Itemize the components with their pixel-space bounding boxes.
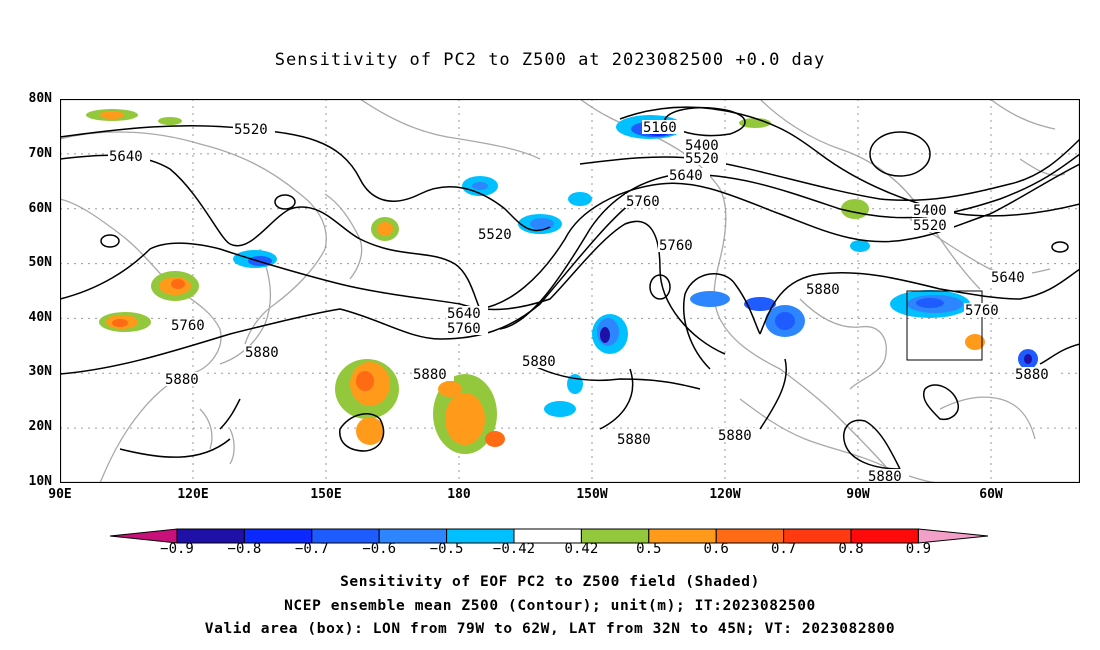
valid-area-box <box>906 290 983 361</box>
map-title: Sensitivity of PC2 to Z500 at 2023082500… <box>274 50 826 70</box>
contour-label: 5520 <box>234 122 268 138</box>
contour-label: 5880 <box>245 345 279 361</box>
contour-label: 5880 <box>522 354 556 370</box>
lat-label-70n: 70N <box>28 146 52 161</box>
lon-label-60w: 60W <box>979 487 1003 502</box>
colorbar-tick: 0.7 <box>770 541 797 557</box>
z500-contours <box>60 106 1080 470</box>
contour-label: 5520 <box>685 151 719 167</box>
caption-line-3: Valid area (box): LON from 79W to 62W, L… <box>204 621 896 637</box>
contour-label: 5880 <box>718 428 752 444</box>
contour-label: 5520 <box>913 218 947 234</box>
lat-label-10n: 10N <box>28 474 52 489</box>
colorbar-tick: 0.42 <box>564 541 599 557</box>
lon-label-90w: 90W <box>846 487 870 502</box>
contour-label: 5640 <box>669 168 703 184</box>
colorbar-tick: −0.7 <box>294 541 329 557</box>
lon-label-150e: 150E <box>310 487 342 502</box>
lat-label-80n: 80N <box>28 91 52 106</box>
contour-label: 5160 <box>643 120 677 136</box>
colorbar-tick: 0.5 <box>636 541 662 557</box>
colorbar-high-arrow <box>917 528 989 544</box>
contour-label: 5640 <box>109 149 143 165</box>
contour-label: 5880 <box>868 469 902 483</box>
contour-label: 5880 <box>413 367 447 383</box>
lat-label-50n: 50N <box>28 255 52 270</box>
contour-label: 5880 <box>806 282 840 298</box>
colorbar <box>109 528 989 544</box>
caption-line-2: NCEP ensemble mean Z500 (Contour); unit(… <box>284 598 816 614</box>
contour-label: 5880 <box>1015 367 1049 383</box>
caption-line-1: Sensitivity of EOF PC2 to Z500 field (Sh… <box>340 574 760 590</box>
colorbar-tick: 0.6 <box>703 541 729 557</box>
colorbar-tick: −0.5 <box>429 541 464 557</box>
lon-label-120e: 120E <box>177 487 209 502</box>
contour-label: 5760 <box>171 318 205 334</box>
lat-label-20n: 20N <box>28 419 52 434</box>
lon-label-180: 180 <box>447 487 471 502</box>
sensitivity-shading <box>86 109 1038 454</box>
contour-label: 5760 <box>659 238 693 254</box>
lon-label-120w: 120W <box>709 487 741 502</box>
colorbar-tick: −0.8 <box>227 541 262 557</box>
lon-label-90e: 90E <box>48 487 72 502</box>
contour-label: 5760 <box>447 321 481 337</box>
map-frame <box>60 99 1080 483</box>
colorbar-tick: −0.9 <box>160 541 194 557</box>
contour-label: 5880 <box>617 432 651 448</box>
contour-label: 5400 <box>913 203 947 219</box>
contour-label: 5520 <box>478 227 512 243</box>
contour-label: 5760 <box>626 194 660 210</box>
sensitivity-map: 5520 5640 5160 5400 5520 5640 5760 5400 … <box>60 99 1080 483</box>
contour-label: 5760 <box>965 303 999 319</box>
contour-label: 5640 <box>447 306 481 322</box>
contour-label: 5400 <box>685 138 719 154</box>
colorbar-tick: −0.6 <box>362 541 397 557</box>
colorbar-tick: 0.8 <box>838 541 864 557</box>
contour-label: 5880 <box>165 372 199 388</box>
lat-label-30n: 30N <box>28 364 52 379</box>
colorbar-tick: 0.9 <box>905 541 932 557</box>
lat-label-60n: 60N <box>28 201 52 216</box>
lon-label-150w: 150W <box>576 487 608 502</box>
contour-label: 5640 <box>991 270 1025 286</box>
lat-label-40n: 40N <box>28 310 52 325</box>
colorbar-tick: −0.42 <box>492 541 536 557</box>
